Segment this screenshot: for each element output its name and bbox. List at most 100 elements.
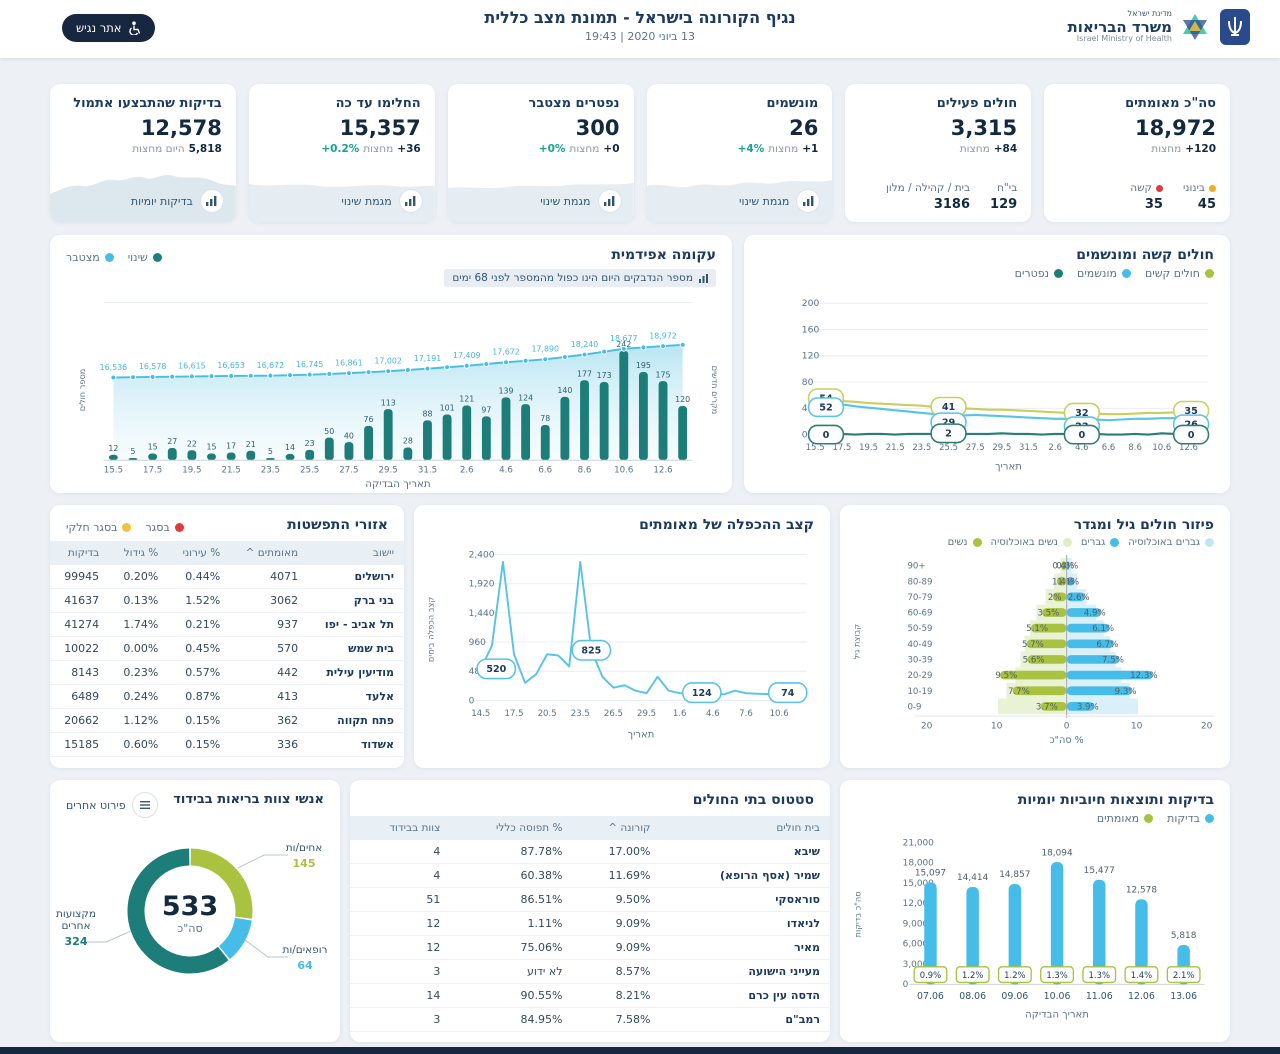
legend-item: בסגר חלקי [66, 521, 132, 534]
svg-text:מספר חולים: מספר חולים [77, 369, 87, 412]
column-header[interactable]: קורונה ^ [572, 816, 661, 840]
svg-text:10.6: 10.6 [614, 466, 633, 476]
accessibility-label: אתר נגיש [76, 21, 122, 35]
table-cell: 0.21% [168, 612, 231, 637]
panel-daily-tests: בדיקות ותוצאות חיוביות יומיות בדיקות מאומ… [840, 780, 1230, 1042]
card-value: 26 [789, 116, 819, 140]
logo-ministry-en: Israel Ministry of Health [1076, 34, 1172, 44]
others-detail-button[interactable]: פירוט אחרים [66, 792, 158, 818]
svg-text:1,920: 1,920 [469, 580, 495, 590]
stat-card-recovered: החלימו עד כה 15,357 +36 מחצות +0.2% מגמת… [248, 84, 435, 222]
card-value: 15,357 [339, 116, 421, 140]
svg-text:29.5: 29.5 [637, 709, 656, 719]
logo-ministry: משרד הבריאות [1067, 17, 1172, 36]
card-title: בדיקות שהתבצעו אתמול [73, 96, 222, 111]
svg-text:10: 10 [991, 722, 1003, 732]
table-cell: 15185 [50, 732, 110, 757]
column-header[interactable]: מאומתים ^ [230, 541, 309, 565]
svg-text:3.5%: 3.5% [1037, 609, 1059, 619]
svg-text:26.5: 26.5 [604, 709, 623, 719]
table-cell: 9.09% [572, 911, 661, 936]
svg-text:2%: 2% [1048, 593, 1062, 603]
header: מדינת ישראל משרד הבריאות Israel Ministry… [0, 0, 1280, 58]
table-cell: לניאדו [660, 911, 830, 936]
svg-text:242: 242 [616, 340, 631, 349]
stat-card-deaths: נפטרים מצטבר 300 +0 מחצות +0% מגמת שינוי [447, 84, 634, 222]
stat-card-tests-yesterday: בדיקות שהתבצעו אתמול 12,578 5,818 היום מ… [50, 84, 236, 222]
column-header[interactable]: % עירוני [168, 541, 231, 565]
table-cell: לא ידוע [450, 959, 573, 984]
stat-card-active-patients: חולים פעילים 3,315 +84 מחצות בי"ח 129 בית… [845, 84, 1032, 222]
svg-text:11.06: 11.06 [1086, 991, 1113, 1002]
legend-dot [1054, 269, 1064, 278]
table-cell: 51 [350, 887, 451, 912]
svg-text:20.5: 20.5 [538, 709, 557, 719]
column-header[interactable]: בדיקות [50, 541, 110, 565]
legend-item: מצטבר [66, 251, 114, 264]
legend-item: נשים [948, 537, 982, 548]
table-cell: 87.78% [450, 840, 573, 864]
svg-text:% סה"כ: % סה"כ [1050, 735, 1084, 746]
table-cell: 0.45% [168, 636, 231, 661]
severe-legend: חולים קשים מונשמים נפטרים [744, 265, 1230, 280]
table-cell: 12 [350, 935, 451, 960]
card-footer[interactable]: מגמת שינוי [739, 189, 821, 213]
svg-text:10.06: 10.06 [1044, 991, 1071, 1002]
table-cell: 14 [350, 983, 451, 1008]
svg-text:5.1%: 5.1% [1026, 624, 1048, 634]
svg-text:16,615: 16,615 [178, 362, 206, 371]
column-header[interactable]: יישוב [308, 541, 404, 565]
table-cell: 11.69% [572, 863, 661, 888]
svg-text:12.6: 12.6 [1179, 443, 1198, 453]
doubling-rate-chart: 04809601,4401,9202,4005208251247414.517.… [414, 535, 830, 753]
svg-text:121: 121 [459, 395, 474, 404]
card-footer[interactable]: מגמת שינוי [341, 189, 423, 213]
column-header[interactable]: % תפוסה כללי [450, 816, 573, 840]
svg-text:25.5: 25.5 [939, 443, 958, 453]
svg-text:קבוצת גיל: קבוצת גיל [852, 624, 862, 660]
table-cell: 8.21% [572, 983, 661, 1008]
table-cell: 570 [230, 636, 309, 661]
svg-text:88: 88 [422, 410, 432, 419]
table-cell: 17.00% [572, 840, 661, 864]
card-footer[interactable]: מגמת שינוי [540, 189, 622, 213]
table-cell: אשדוד [308, 732, 404, 757]
table-cell: שיבא [660, 840, 830, 864]
column-header[interactable]: צוות בבידוד [350, 816, 451, 840]
table-cell: 41274 [50, 612, 110, 637]
column-header[interactable]: בית חולים [660, 816, 830, 840]
svg-text:0-9: 0-9 [907, 702, 921, 712]
svg-text:4.6: 4.6 [499, 466, 513, 476]
svg-text:1.2%: 1.2% [1004, 971, 1025, 981]
svg-text:15.5: 15.5 [806, 443, 825, 453]
panel-epidemic-curve: עקומה אפידמית מספר הנדבקים היום הינו כפו… [50, 235, 732, 493]
table-cell: 86.51% [450, 887, 573, 912]
table-cell: ירושלים [308, 565, 404, 589]
table-row: בית שמש 570 0.45% 0.00% 10022 [50, 636, 404, 661]
table-cell: 0.15% [168, 732, 231, 757]
svg-text:14,857: 14,857 [999, 870, 1030, 880]
svg-text:12,000: 12,000 [903, 899, 934, 909]
table-cell: 937 [230, 612, 309, 637]
table-cell: 7.58% [572, 1007, 661, 1032]
svg-text:20: 20 [1201, 722, 1213, 732]
table-cell: 0.24% [109, 684, 169, 709]
svg-text:19.5: 19.5 [182, 466, 201, 476]
accessibility-button[interactable]: אתר נגיש [62, 14, 156, 42]
svg-text:12,578: 12,578 [1126, 886, 1157, 896]
svg-text:5: 5 [268, 447, 273, 456]
card-change: +1 מחצות +4% [737, 143, 819, 155]
svg-text:16,536: 16,536 [100, 363, 128, 372]
svg-text:13.06: 13.06 [1170, 991, 1197, 1002]
table-row: בני ברק 3062 1.52% 0.13% 41637 [50, 588, 404, 613]
svg-text:6.6: 6.6 [538, 466, 552, 476]
page-datetime: 13 ביוני 2020 | 19:43 [584, 30, 696, 43]
table-cell: 336 [230, 732, 309, 757]
svg-text:8.6: 8.6 [1128, 443, 1142, 453]
card-title: מונשמים [766, 96, 819, 111]
table-cell: פתח תקווה [308, 708, 404, 733]
column-header[interactable]: % גידול [109, 541, 169, 565]
legend-item: מונשמים [1077, 267, 1131, 280]
card-footer[interactable]: בדיקות יומיות [131, 189, 224, 213]
svg-text:18,000: 18,000 [903, 859, 934, 869]
